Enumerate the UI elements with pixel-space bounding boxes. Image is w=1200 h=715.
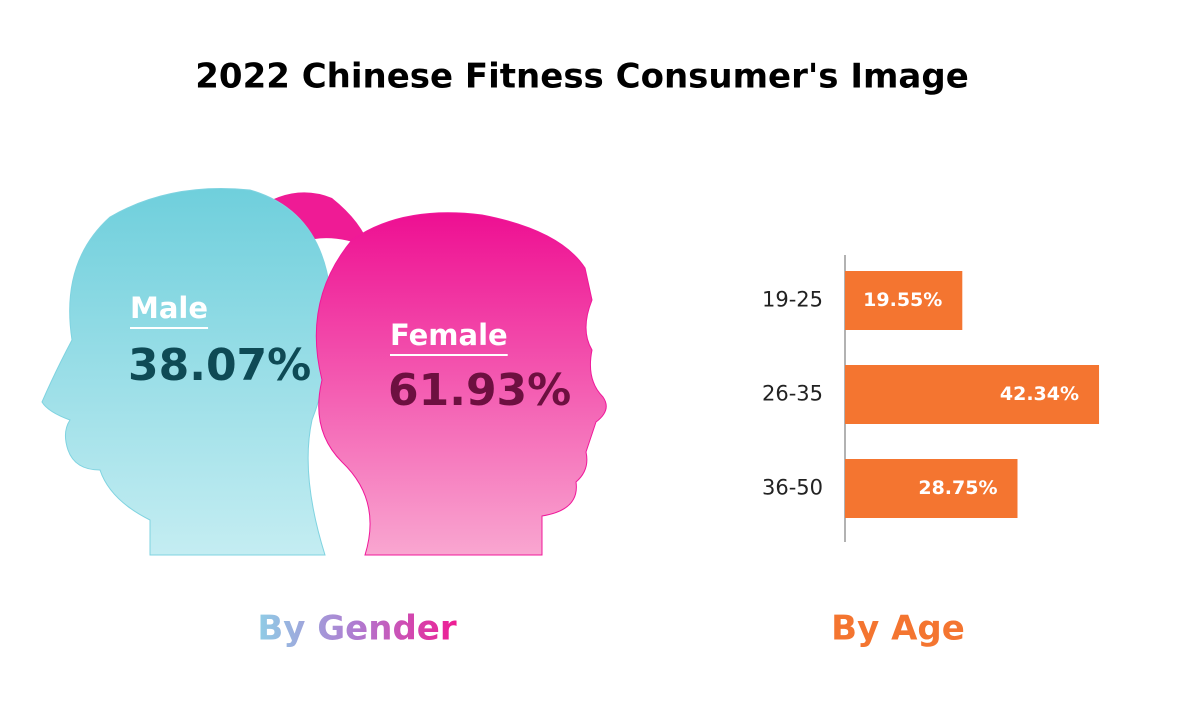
gender-chart: Male 38.07% Female 61.93% By Gender [41,188,607,649]
bar [845,271,963,330]
value-label: 38.07% [128,340,311,391]
value-label: 19.55% [863,289,942,311]
bar [845,365,1100,424]
category-label: Male [130,291,208,325]
bar [845,459,1018,518]
value-label: 61.93% [388,365,571,416]
category-label: Female [390,318,508,352]
head-silhouette [315,212,607,556]
category-label: 36-50 [762,476,823,500]
value-label: 42.34% [1000,383,1079,405]
category-label: 26-35 [762,382,823,406]
category-label: 19-25 [762,288,823,312]
chart-subtitle: By Gender [257,609,456,649]
value-label: 28.75% [918,477,997,499]
chart-subtitle: By Age [831,609,965,649]
age-chart: 19-25 19.55% 26-35 42.34% 36-50 28.75% By Age [762,255,1100,649]
page-title: 2022 Chinese Fitness Consumer's Image [195,57,969,97]
